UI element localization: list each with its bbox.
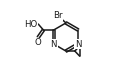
Text: Br: Br <box>53 11 63 20</box>
Text: O: O <box>35 38 42 47</box>
Text: N: N <box>75 40 81 49</box>
Text: HO: HO <box>24 20 38 29</box>
Text: N: N <box>51 40 57 49</box>
